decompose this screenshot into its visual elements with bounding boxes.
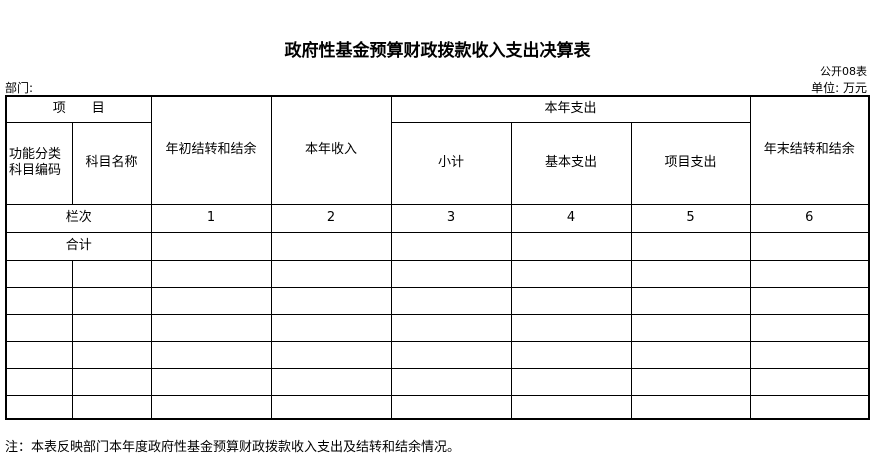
cell: [5, 367, 73, 396]
cell: [270, 340, 392, 369]
cell: [270, 286, 392, 315]
cell: [390, 231, 512, 261]
table-row: [5, 313, 870, 342]
cell: [71, 340, 152, 369]
cell: [390, 286, 512, 315]
col-number: 2: [270, 203, 392, 233]
cell: [71, 313, 152, 342]
col-number: 4: [510, 203, 632, 233]
cell: [390, 394, 512, 420]
cell: [749, 313, 870, 342]
cell: [630, 340, 751, 369]
footnote: 注：本表反映部门本年度政府性基金预算财政拨款收入支出及结转和结余情况。: [5, 440, 461, 455]
col-number: 1: [150, 203, 272, 233]
cell: [5, 394, 73, 420]
subject-name-header: 科目名称: [71, 121, 152, 205]
project-header: 项目支出: [630, 121, 751, 205]
basic-header: 基本支出: [510, 121, 632, 205]
table-row: [5, 286, 870, 315]
cell: [630, 231, 751, 261]
col-number: 6: [749, 203, 870, 233]
income-header: 本年收入: [270, 95, 392, 205]
cell: [510, 394, 632, 420]
cell: [510, 313, 632, 342]
opening-balance-header: 年初结转和结余: [150, 95, 272, 205]
func-code-header: 功能分类科目编码: [5, 121, 73, 205]
closing-balance-header: 年末结转和结余: [749, 95, 870, 205]
cell: [71, 286, 152, 315]
cell: [630, 367, 751, 396]
cell: [630, 313, 751, 342]
unit-label: 单位: 万元: [811, 81, 867, 95]
total-label: 合计: [5, 231, 152, 261]
table-row: [5, 340, 870, 369]
cell: [5, 340, 73, 369]
cell: [630, 394, 751, 420]
cell: [270, 259, 392, 288]
cell: [510, 286, 632, 315]
cell: [150, 367, 272, 396]
cell: [749, 394, 870, 420]
cell: [510, 259, 632, 288]
form-code: 公开08表: [820, 65, 867, 78]
cell: [270, 313, 392, 342]
department-label: 部门:: [5, 81, 34, 95]
col-number: 5: [630, 203, 751, 233]
cell: [390, 313, 512, 342]
cell: [71, 259, 152, 288]
cell: [390, 367, 512, 396]
table-row: [5, 259, 870, 288]
cell: [270, 367, 392, 396]
table-row: [5, 367, 870, 396]
cell: [71, 394, 152, 420]
cell: [270, 394, 392, 420]
cell: [150, 286, 272, 315]
cell: [150, 394, 272, 420]
cell: [5, 313, 73, 342]
cell: [71, 367, 152, 396]
cell: [150, 340, 272, 369]
row-index-label: 栏次: [5, 203, 152, 233]
cell: [749, 231, 870, 261]
cell: [5, 259, 73, 288]
cell: [630, 286, 751, 315]
cell: [270, 231, 392, 261]
subtotal-header: 小计: [390, 121, 512, 205]
cell: [510, 367, 632, 396]
cell: [510, 340, 632, 369]
cell: [749, 340, 870, 369]
budget-table: 项 目 年初结转和结余 本年收入 本年支出 年末结转和结余 功能分类科目编码 科…: [5, 95, 870, 420]
cell: [630, 259, 751, 288]
col-number: 3: [390, 203, 512, 233]
item-header: 项 目: [5, 95, 152, 123]
cell: [749, 367, 870, 396]
cell: [749, 286, 870, 315]
cell: [150, 259, 272, 288]
cell: [150, 313, 272, 342]
cell: [5, 286, 73, 315]
table-row: [5, 394, 870, 420]
page-title: 政府性基金预算财政拨款收入支出决算表: [284, 41, 591, 61]
cell: [510, 231, 632, 261]
total-row: 合计: [5, 231, 870, 261]
cell: [150, 231, 272, 261]
cell: [390, 259, 512, 288]
cell: [749, 259, 870, 288]
cell: [390, 340, 512, 369]
expenditure-header: 本年支出: [390, 95, 751, 123]
